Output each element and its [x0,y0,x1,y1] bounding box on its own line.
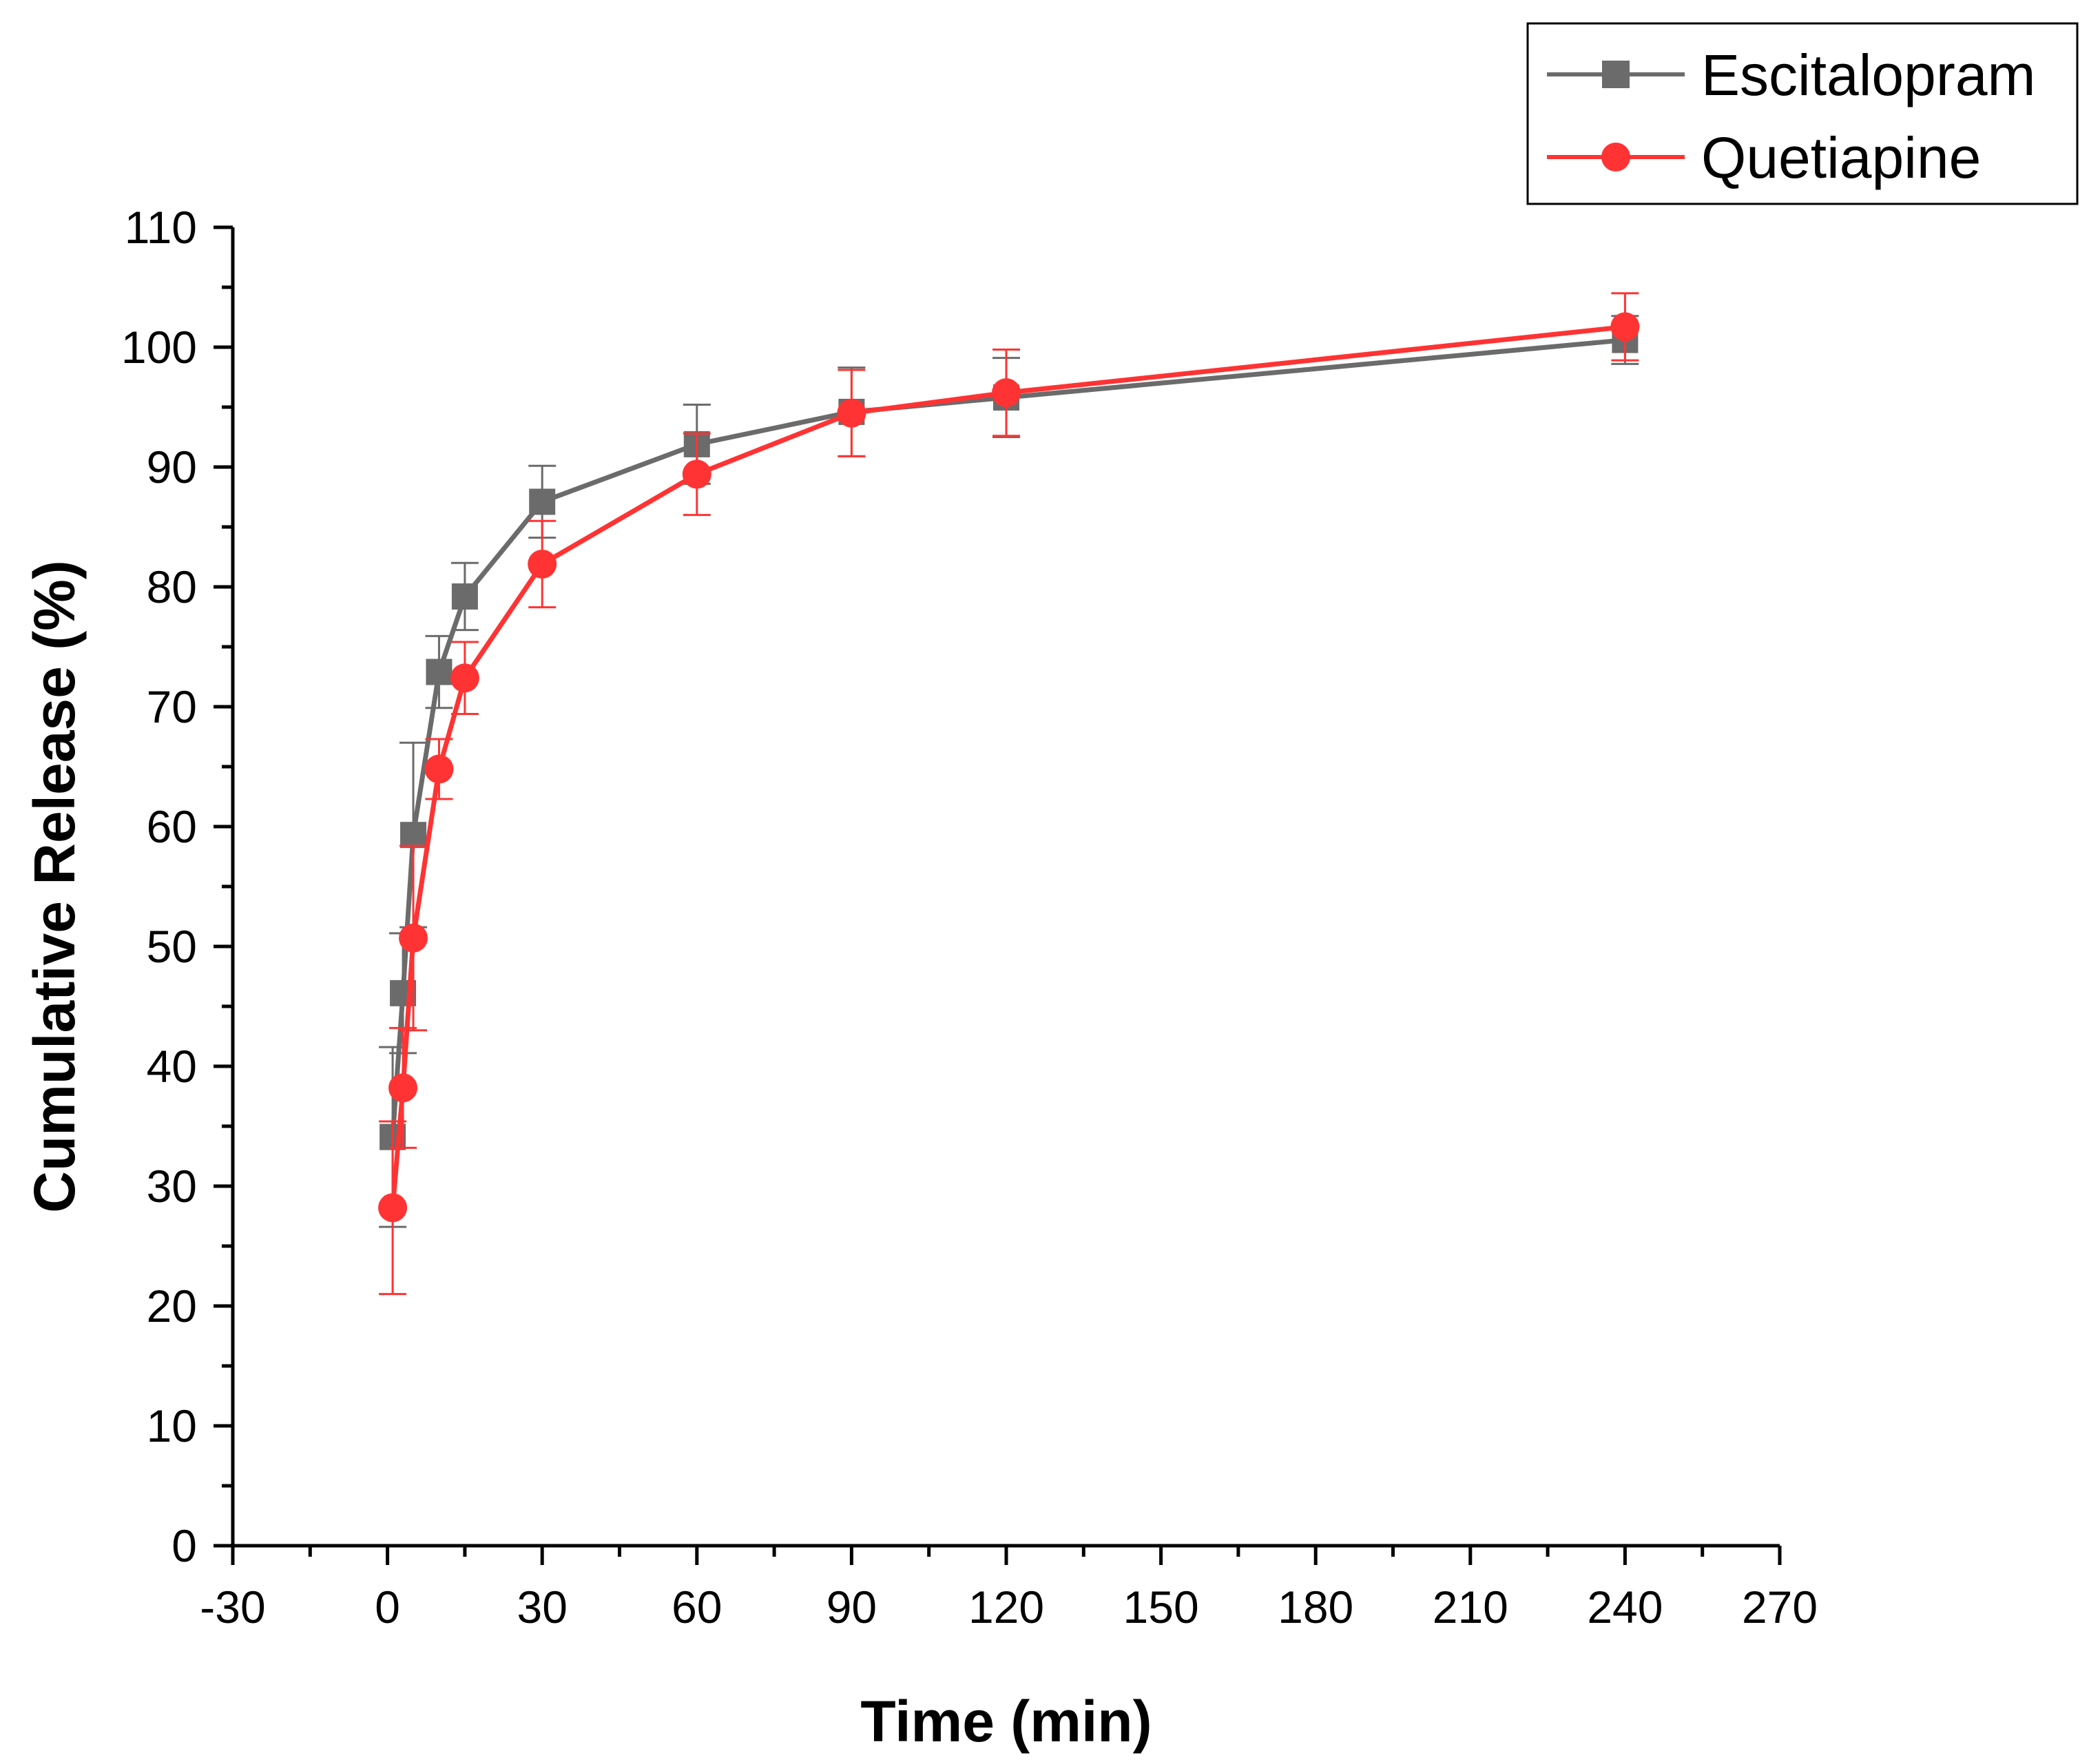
legend-marker-escitalopram [1602,61,1630,88]
y-tick-label: 80 [147,561,197,612]
y-tick-label: 90 [147,442,197,493]
y-tick-label: 50 [147,921,197,972]
series-escitalopram [379,315,1639,1228]
x-tick-label: 120 [968,1582,1044,1633]
error-bars-quetiapine [379,292,1639,1296]
legend-box [1526,22,2079,205]
data-point-quetiapine [528,549,557,579]
data-point-quetiapine [399,923,428,953]
data-point-escitalopram [529,488,556,515]
x-tick-label: 60 [672,1582,722,1633]
y-tick-label: 30 [147,1161,197,1212]
legend: Escitalopram Quetiapine [1526,22,2079,205]
series-line-quetiapine [390,324,1625,1208]
x-tick-label: 240 [1587,1582,1663,1633]
y-tick-label: 110 [125,202,197,253]
x-tick-label: 30 [517,1582,567,1633]
y-axis-title: Cumulative Release (%) [22,560,87,1213]
y-tick-label: 40 [147,1041,197,1092]
series-layer [378,292,1640,1296]
error-bars-escitalopram [379,315,1639,1228]
axes: -30 0 30 60 90 120 150 180 210 240 270 01020304050… [121,202,1818,1633]
legend-label-quetiapine: Quetiapine [1701,125,1981,190]
data-point-quetiapine [992,378,1021,408]
data-point-escitalopram [426,659,453,685]
y-tick-label: 10 [147,1400,197,1451]
data-point-quetiapine [424,754,454,784]
x-tick-label: 210 [1433,1582,1508,1633]
data-point-escitalopram [451,583,478,610]
data-point-quetiapine [450,663,479,693]
y-tick-label: 100 [121,322,197,373]
data-point-quetiapine [682,459,711,489]
series-line-escitalopram [390,338,1625,1137]
x-axis-title: Time (min) [860,1689,1152,1754]
y-tick-label: 60 [147,801,197,852]
data-point-quetiapine [837,398,866,428]
x-tick-label: 150 [1123,1582,1199,1633]
data-point-quetiapine [378,1193,408,1223]
data-point-escitalopram [400,822,427,849]
y-ticks: 0 10 20 30 40 50 60 70 80 90 100 110 [121,202,233,1571]
x-tick-label: -30 [200,1582,265,1633]
x-tick-label: 90 [827,1582,877,1633]
legend-entry-quetiapine: Quetiapine [1547,125,1981,190]
y-tick-label: 70 [147,681,197,732]
series-quetiapine [378,292,1640,1296]
data-point-quetiapine [1610,312,1640,342]
x-ticks: -30 0 30 60 90 120 150 180 210 240 270 [200,1546,1818,1633]
data-point-quetiapine [388,1073,418,1103]
legend-entry-escitalopram: Escitalopram [1547,43,2036,107]
x-tick-label: 180 [1278,1582,1353,1633]
y-tick-label: 20 [147,1281,197,1331]
y-tick-label: 0 [171,1520,197,1571]
legend-label-escitalopram: Escitalopram [1701,43,2036,107]
x-tick-label: 0 [375,1582,400,1633]
legend-marker-quetiapine [1601,143,1630,172]
x-tick-label: 270 [1742,1582,1818,1633]
